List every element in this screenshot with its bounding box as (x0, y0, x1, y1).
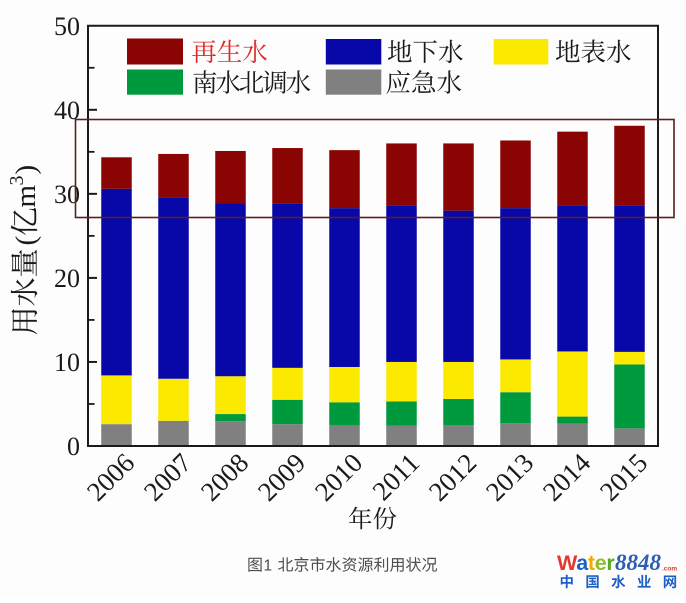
svg-text:50: 50 (54, 12, 80, 41)
svg-text:.com: .com (662, 566, 677, 573)
svg-text:): ) (10, 165, 42, 175)
svg-text:Water: Water (557, 551, 615, 575)
svg-text:m: m (10, 185, 42, 208)
svg-text:8848: 8848 (615, 550, 662, 575)
svg-text:20: 20 (54, 264, 80, 293)
svg-text:3: 3 (6, 176, 28, 186)
svg-text:0: 0 (67, 432, 80, 461)
svg-text:1: 1 (264, 558, 273, 575)
svg-text:(: ( (10, 236, 42, 246)
svg-text:10: 10 (54, 348, 80, 377)
